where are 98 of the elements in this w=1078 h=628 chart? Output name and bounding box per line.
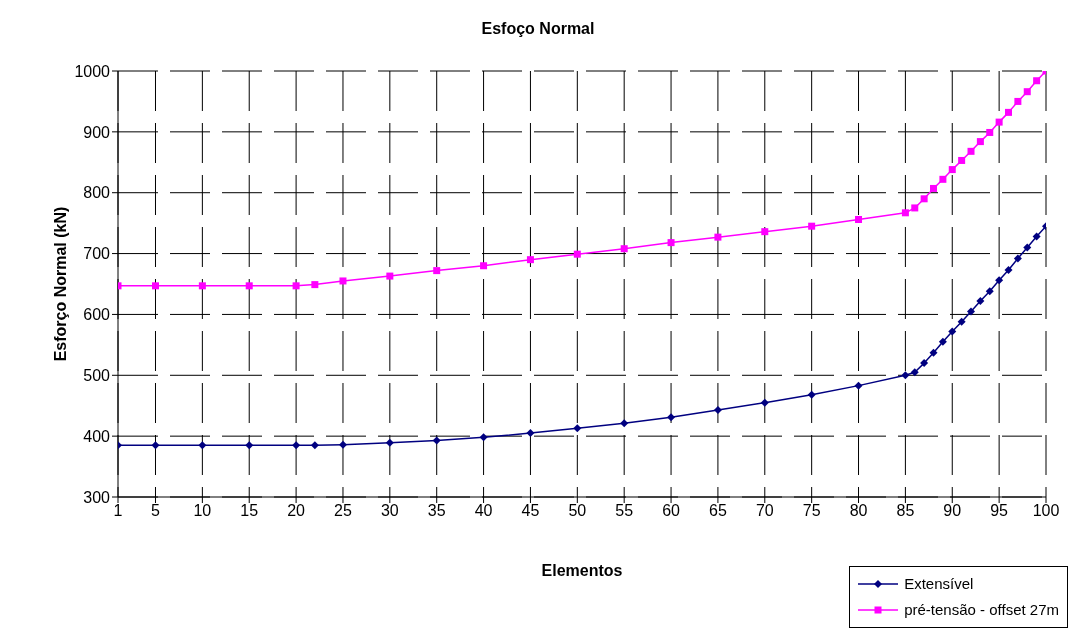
x-tick-label: 1 [113,502,123,520]
point [939,175,947,183]
x-tick-label: 70 [755,502,774,520]
point [1023,88,1031,96]
x-tick-label: 20 [287,502,306,520]
point [1033,77,1041,85]
point [198,282,206,290]
x-tick-label: 50 [568,502,587,520]
point [338,440,347,449]
point [292,441,301,450]
point [245,441,254,450]
point [920,195,928,203]
point [292,282,300,290]
point [901,371,910,380]
x-tick-label: 45 [521,502,540,520]
x-tick-label: 80 [849,502,868,520]
point [938,337,947,346]
point [620,245,628,253]
point [432,436,441,445]
point [976,138,984,146]
y-tick-label: 1000 [74,62,111,80]
x-tick-label: 100 [1032,502,1060,520]
y-tick-label: 300 [83,488,111,506]
point [808,222,816,230]
y-tick-label: 700 [83,245,111,263]
x-tick-label: 15 [240,502,259,520]
point [198,441,207,450]
x-tick-label: 5 [151,502,161,520]
x-tick-label: 10 [193,502,212,520]
point [1005,108,1013,116]
point [760,398,769,407]
point [386,272,394,280]
point [573,250,581,258]
point [967,147,975,155]
point [929,348,938,357]
y-tick-label: 900 [83,123,111,141]
x-tick-label: 40 [474,502,493,520]
y-tick-label: 800 [83,184,111,202]
point [480,262,488,270]
point [1004,266,1013,274]
point [930,184,938,192]
point [901,209,909,217]
point [385,438,394,447]
point [948,166,956,174]
point [1032,232,1041,241]
point [985,287,994,296]
legend-label: pré-tensão - offset 27m [904,600,1059,620]
point [433,267,441,275]
point [151,441,160,450]
point [957,317,966,326]
point [667,239,675,247]
point [1014,97,1022,105]
point [1013,254,1022,263]
x-tick-label: 35 [427,502,446,520]
y-tick-label: 600 [83,306,111,324]
point [526,429,535,438]
point [854,381,863,390]
y-axis-title: Esforço Normal (kN) [51,206,69,362]
point [339,277,347,285]
point [310,441,319,450]
point [986,128,994,136]
point [948,327,957,336]
x-tick-label: 95 [990,502,1009,520]
point [855,215,863,223]
point [967,307,976,316]
x-tick-label: 60 [662,502,681,520]
point [152,282,159,290]
point [1023,243,1032,252]
point [976,297,985,306]
point [807,390,816,399]
y-tick-label: 400 [83,427,111,445]
point [911,204,919,212]
point [761,228,769,236]
point [573,424,582,433]
point [479,433,488,442]
point [995,118,1003,126]
point [526,256,534,264]
x-tick-label: 85 [896,502,915,520]
chart-title: Esfoço Normal [480,20,596,38]
point [958,156,966,164]
point [713,405,722,414]
point [620,419,629,428]
x-tick-label: 90 [943,502,962,520]
x-tick-label: 25 [334,502,352,520]
x-tick-label: 55 [615,502,634,520]
x-tick-label: 75 [802,502,821,520]
point [245,282,253,290]
x-axis-title: Elementos [541,562,623,580]
y-tick-label: 500 [83,366,111,384]
point [667,413,676,422]
point [920,359,929,368]
point [714,233,722,241]
point [995,276,1004,285]
point [311,281,319,289]
x-tick-label: 65 [709,502,727,520]
legend-label: Extensível [904,574,974,594]
x-tick-label: 30 [380,502,399,520]
point [910,368,919,377]
